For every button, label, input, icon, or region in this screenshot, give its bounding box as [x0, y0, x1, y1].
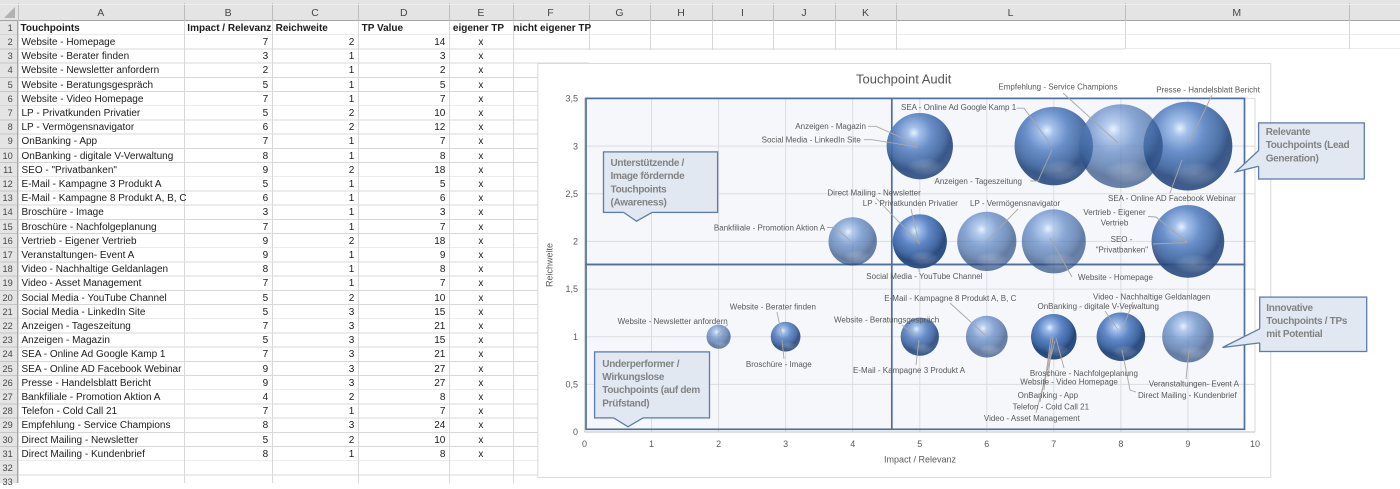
- svg-text:Website - Beratungsgespräch: Website - Beratungsgespräch: [834, 315, 939, 324]
- svg-text:1: 1: [573, 332, 578, 342]
- svg-text:Broschüre - Nachfolgeplanung: Broschüre - Nachfolgeplanung: [1030, 369, 1138, 378]
- svg-text:LP - Vermögensnavigator: LP - Vermögensnavigator: [970, 199, 1060, 208]
- svg-text:SEA - Online AD Facebook Webin: SEA - Online AD Facebook Webinar: [1108, 194, 1236, 203]
- svg-text:LP - Privatkunden Privatier: LP - Privatkunden Privatier: [863, 199, 958, 208]
- svg-text:3: 3: [783, 439, 788, 449]
- svg-text:8: 8: [1118, 439, 1123, 449]
- svg-text:"Privatbanken": "Privatbanken": [1096, 246, 1149, 255]
- svg-text:Bankfiliale - Promotion Aktion: Bankfiliale - Promotion Aktion A: [714, 223, 826, 232]
- svg-text:Presse - Handelsblatt Bericht: Presse - Handelsblatt Bericht: [1156, 86, 1260, 95]
- svg-text:Unterstützende /: Unterstützende /: [611, 158, 685, 169]
- svg-text:Video - Nachhaltige Geldanlage: Video - Nachhaltige Geldanlagen: [1093, 292, 1210, 301]
- svg-text:Website - Video Homepage: Website - Video Homepage: [1020, 378, 1118, 387]
- svg-text:Prüfstand): Prüfstand): [602, 398, 649, 409]
- svg-text:Image fördernde: Image fördernde: [611, 171, 686, 182]
- svg-text:OnBanking - App: OnBanking - App: [1018, 391, 1079, 400]
- svg-text:3,5: 3,5: [565, 94, 578, 104]
- svg-text:Wirkungslose: Wirkungslose: [602, 372, 665, 383]
- svg-text:Social Media - YouTube Channel: Social Media - YouTube Channel: [866, 272, 982, 281]
- svg-text:Vertrieb: Vertrieb: [1101, 219, 1129, 228]
- svg-text:Website - Homepage: Website - Homepage: [1078, 273, 1154, 282]
- svg-text:Empfehlung - Service Champions: Empfehlung - Service Champions: [998, 83, 1117, 92]
- svg-text:0: 0: [582, 439, 587, 449]
- svg-text:1,5: 1,5: [565, 284, 578, 294]
- svg-text:Broschüre - Image: Broschüre - Image: [746, 360, 812, 369]
- svg-text:1: 1: [649, 439, 654, 449]
- svg-text:0: 0: [573, 427, 578, 437]
- svg-text:Relevante: Relevante: [1266, 127, 1311, 138]
- svg-text:Touchpoint Audit: Touchpoint Audit: [856, 71, 952, 86]
- svg-text:SEA - Online Ad Google Kamp 1: SEA - Online Ad Google Kamp 1: [901, 103, 1017, 112]
- svg-text:Video - Asset Management: Video - Asset Management: [984, 414, 1081, 423]
- svg-text:Website - Newsletter anfordern: Website - Newsletter anfordern: [618, 317, 728, 326]
- svg-text:OnBanking - digitale V-Verwalt: OnBanking - digitale V-Verwaltung: [1038, 302, 1159, 311]
- svg-text:(Awareness): (Awareness): [611, 198, 667, 209]
- svg-text:2: 2: [716, 439, 721, 449]
- svg-text:Website - Berater finden: Website - Berater finden: [730, 303, 816, 312]
- svg-text:Telefon - Cold Call 21: Telefon - Cold Call 21: [1013, 403, 1090, 412]
- svg-text:5: 5: [917, 439, 922, 449]
- svg-text:Impact / Relevanz: Impact / Relevanz: [884, 455, 957, 465]
- svg-text:Touchpoints (auf dem: Touchpoints (auf dem: [602, 385, 700, 396]
- svg-text:6: 6: [984, 439, 989, 449]
- svg-text:0,5: 0,5: [565, 380, 578, 390]
- svg-text:Vertrieb - Eigener: Vertrieb - Eigener: [1083, 208, 1146, 217]
- svg-text:7: 7: [1051, 439, 1056, 449]
- svg-text:Direct Mailing - Newsletter: Direct Mailing - Newsletter: [827, 189, 921, 198]
- svg-text:2: 2: [573, 237, 578, 247]
- svg-text:Generation): Generation): [1266, 153, 1319, 164]
- svg-text:Touchpoints (Lead: Touchpoints (Lead: [1266, 140, 1350, 151]
- svg-text:Touchpoints / TPs: Touchpoints / TPs: [1266, 316, 1348, 327]
- svg-text:E-Mail - Kampagne 3 Produkt A: E-Mail - Kampagne 3 Produkt A: [853, 366, 966, 375]
- svg-text:10: 10: [1250, 439, 1260, 449]
- svg-text:Underperformer /: Underperformer /: [602, 359, 679, 370]
- svg-text:Direct Mailing - Kundenbrief: Direct Mailing - Kundenbrief: [1138, 391, 1237, 400]
- svg-text:9: 9: [1185, 439, 1190, 449]
- svg-text:E-Mail - Kampagne 8 Produkt A,: E-Mail - Kampagne 8 Produkt A, B, C: [884, 294, 1016, 303]
- svg-text:Social Media - LinkedIn Site: Social Media - LinkedIn Site: [762, 136, 862, 145]
- svg-text:3: 3: [573, 141, 578, 151]
- svg-text:Anzeigen - Tageszeitung: Anzeigen - Tageszeitung: [935, 177, 1022, 186]
- svg-text:Reichweite: Reichweite: [545, 243, 555, 287]
- svg-text:Anzeigen - Magazin: Anzeigen - Magazin: [795, 122, 866, 131]
- svg-text:2,5: 2,5: [565, 189, 578, 199]
- svg-text:Touchpoints: Touchpoints: [611, 184, 668, 195]
- svg-text:mit Potential: mit Potential: [1266, 329, 1323, 340]
- svg-text:SEO -: SEO -: [1111, 235, 1133, 244]
- svg-text:Veranstaltungen- Event A: Veranstaltungen- Event A: [1149, 380, 1240, 389]
- svg-text:Innovative: Innovative: [1266, 303, 1313, 314]
- svg-text:4: 4: [850, 439, 855, 449]
